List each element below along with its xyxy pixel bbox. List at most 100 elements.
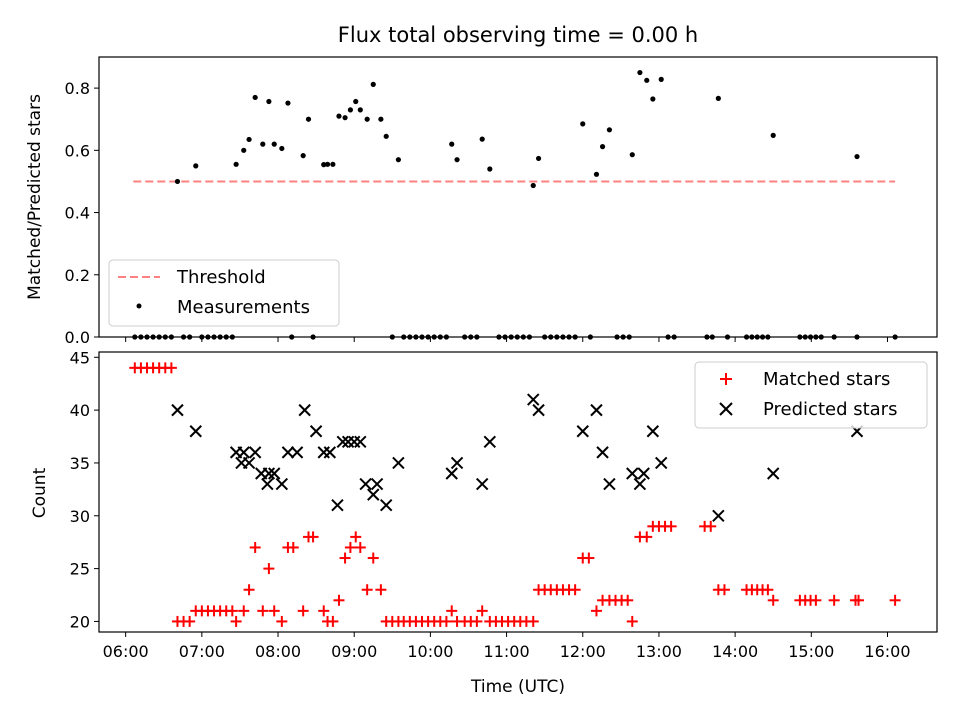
x-tick-label: 15:00 [788, 642, 834, 661]
matched-legend-label: Matched stars [763, 369, 890, 390]
measurement-point [378, 116, 384, 122]
matched-stars-point [527, 615, 539, 627]
predicted-stars-point [171, 403, 184, 417]
ratio-y-axis-label: Matched/Predicted stars [25, 94, 45, 300]
measurement-point [260, 141, 266, 147]
predicted-stars-point [242, 456, 256, 470]
ratio-legend: Threshold Measurements [108, 259, 340, 327]
count-y-tick-label: 20 [70, 612, 90, 631]
measurement-point [193, 163, 199, 169]
matched-stars-point [243, 584, 255, 596]
measurement-point [285, 100, 291, 106]
matched-stars-point [361, 584, 373, 596]
x-tick-label: 14:00 [712, 642, 758, 661]
ratio-axes-frame [98, 56, 938, 338]
predicted-stars-point [590, 403, 603, 417]
predicted-stars-point [261, 477, 274, 491]
matched-stars-point [287, 541, 299, 553]
predicted-stars-point [596, 446, 609, 459]
predicted-stars-point [576, 425, 589, 438]
matched-stars-point [569, 584, 581, 596]
matched-stars-point [375, 584, 387, 596]
matched-stars-point [276, 615, 288, 627]
measurement-point [593, 171, 600, 177]
predicted-stars-point [445, 467, 458, 480]
measurement-point [479, 136, 485, 142]
predicted-stars-point [336, 435, 349, 449]
predicted-stars-point [370, 477, 384, 491]
count-y-tick-label: 45 [70, 348, 90, 367]
measurement-point [347, 107, 353, 113]
predicted-stars-point [237, 446, 250, 459]
predicted-stars-point [712, 509, 725, 522]
matched-stars-point [810, 594, 822, 606]
x-axis-label: Time (UTC) [470, 677, 565, 697]
predicted-stars-point [379, 499, 393, 512]
x-tick-label: 13:00 [636, 642, 682, 661]
matched-stars-point [626, 615, 638, 627]
predicted-stars-point [392, 456, 405, 470]
x-tick-label: 12:00 [560, 642, 606, 661]
predicted-stars-point [767, 467, 780, 480]
ratio-y-tick-label: 0.0 [65, 328, 90, 347]
measurement-point [353, 98, 359, 105]
measurement-point [644, 77, 650, 83]
measurement-point [395, 157, 401, 163]
ratio-y-tick-label: 0.4 [65, 204, 90, 223]
matched-stars-point [622, 594, 634, 606]
matched-stars-point [762, 584, 774, 596]
predicted-stars-point [626, 467, 639, 480]
matched-stars-point [705, 520, 717, 532]
x-tick-label: 11:00 [484, 642, 530, 661]
predicted-stars-point [450, 456, 464, 470]
x-tick-label: 10:00 [407, 642, 453, 661]
predicted-legend-label: Predicted stars [763, 399, 897, 420]
measurement-point [715, 95, 721, 101]
matched-stars-point [767, 594, 779, 606]
predicted-stars-point [354, 435, 367, 449]
measurement-point [854, 153, 860, 160]
predicted-stars-point [189, 425, 202, 438]
ratio-y-tick-label: 0.2 [65, 266, 90, 285]
measurement-point [321, 162, 327, 168]
count-legend-box [694, 361, 928, 429]
matched-stars-point [344, 541, 356, 553]
matched-stars-point [263, 563, 275, 575]
predicted-stars-point [309, 425, 323, 438]
matched-stars-point [230, 615, 242, 627]
predicted-stars-point [359, 477, 372, 491]
matched-stars-point [268, 605, 280, 617]
measurement-point [241, 147, 247, 153]
measurement-point [449, 141, 455, 147]
predicted-stars-point [323, 446, 337, 459]
predicted-stars-point [268, 467, 281, 480]
matched-stars-point [184, 615, 196, 627]
matched-stars-point [226, 605, 238, 617]
count-marks [129, 362, 901, 627]
measurement-point [279, 145, 285, 152]
measurement-point [336, 113, 342, 119]
predicted-stars-point [475, 477, 489, 491]
matched-stars-point [440, 615, 452, 627]
matched-stars-point [641, 531, 653, 543]
x-tick-label: 06:00 [103, 642, 149, 661]
measurement-point [650, 96, 656, 102]
measurement-point [637, 69, 643, 76]
matched-stars-point [471, 615, 483, 627]
measurement-point [252, 94, 258, 101]
measurement-point [300, 153, 306, 159]
matched-stars-point [718, 584, 730, 596]
measurement-point [342, 115, 348, 121]
matched-stars-point [307, 531, 319, 543]
predicted-stars-point [367, 488, 380, 501]
measurement-point [364, 116, 370, 122]
matched-stars-point [257, 605, 269, 617]
matched-stars-point [590, 605, 602, 617]
matched-stars-point [318, 605, 330, 617]
matched-stars-point [828, 594, 840, 606]
count-legend: Matched stars Predicted stars [694, 361, 928, 429]
matched-stars-point [333, 594, 345, 606]
ratio-panel: 0.00.20.40.60.8 Matched/Predicted stars … [25, 56, 938, 347]
measurement-point [535, 155, 542, 162]
